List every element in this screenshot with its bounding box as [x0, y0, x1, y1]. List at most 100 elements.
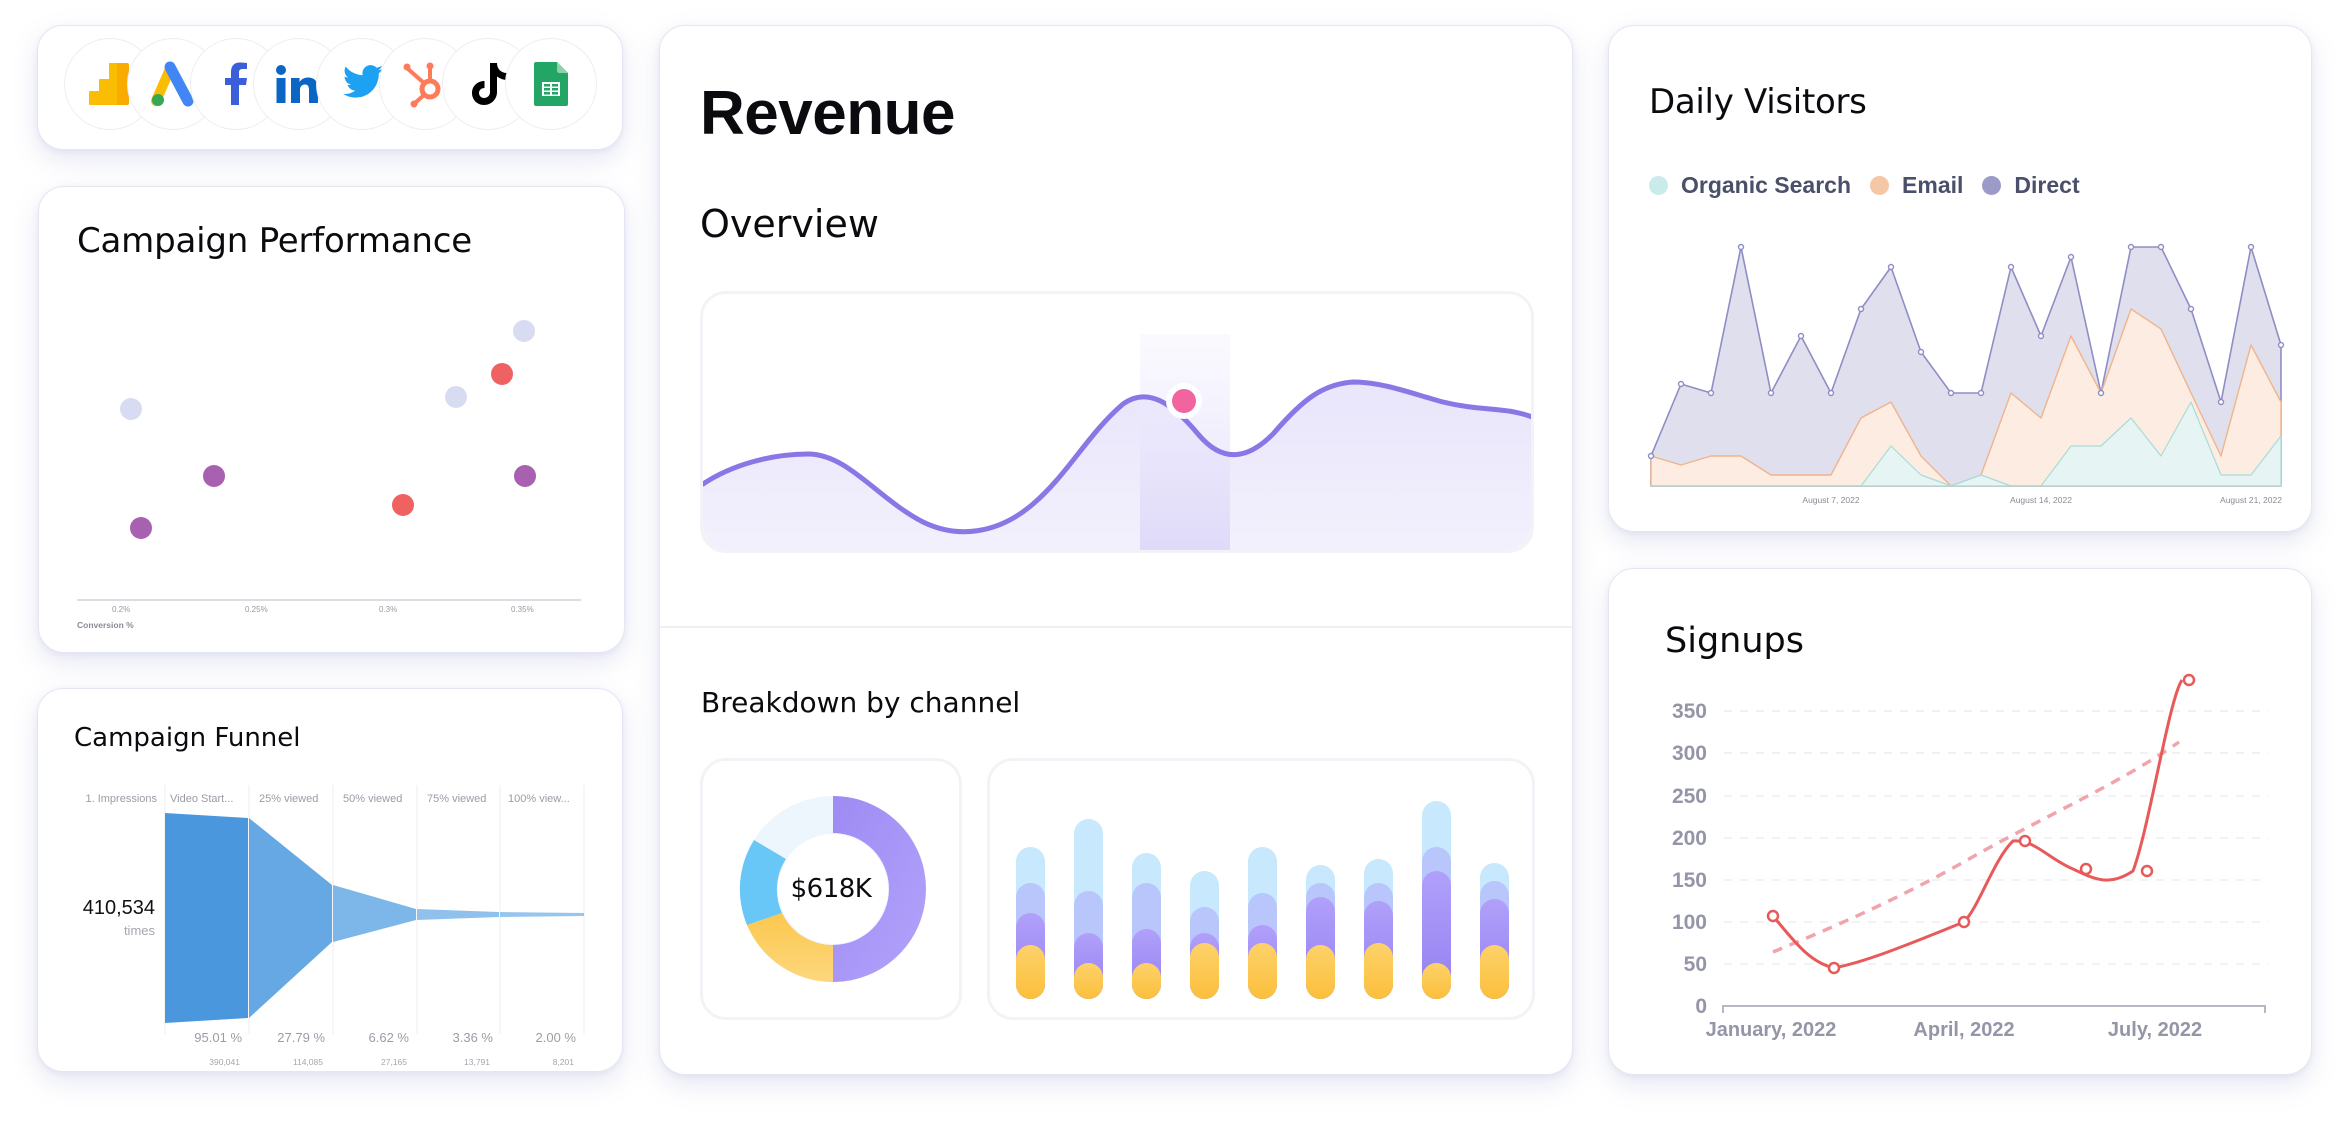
- scatter-point[interactable]: [203, 465, 225, 487]
- signups-point[interactable]: [1827, 961, 1841, 975]
- google-sheets-icon: [534, 62, 568, 106]
- signups-point[interactable]: [2018, 834, 2032, 848]
- campaign-funnel-card: Campaign Funnel 1. Impressions Video Sta…: [37, 688, 623, 1072]
- funnel-percent: 3.36 %: [453, 1030, 494, 1045]
- funnel-segment[interactable]: [249, 818, 332, 1018]
- stacked-bar[interactable]: [1364, 859, 1393, 999]
- integrations-card: [37, 25, 623, 150]
- revenue-overview-chart: [700, 291, 1534, 553]
- signups-point[interactable]: [2140, 864, 2154, 878]
- x-axis-label: Conversion %: [77, 620, 134, 630]
- funnel-count: 390,041: [209, 1057, 240, 1067]
- stacked-bar[interactable]: [1132, 853, 1161, 999]
- funnel-count: 27,165: [381, 1057, 407, 1067]
- scatter-point[interactable]: [514, 465, 536, 487]
- revenue-area: [703, 382, 1531, 550]
- x-tick: April, 2022: [1913, 1019, 2014, 1041]
- funnel-total-value: 410,534: [83, 897, 155, 919]
- campaign-funnel-title: Campaign Funnel: [74, 723, 301, 753]
- signups-point[interactable]: [1957, 915, 1971, 929]
- stacked-bar[interactable]: [1306, 865, 1335, 999]
- revenue-line: [703, 379, 1531, 535]
- campaign-performance-title: Campaign Performance: [77, 221, 472, 261]
- daily-visitors-card: Daily Visitors Organic Search Email Dire…: [1608, 25, 2312, 532]
- revenue-selected-point[interactable]: [1172, 389, 1196, 413]
- signups-point[interactable]: [2079, 862, 2093, 876]
- legend-item-direct[interactable]: Direct: [1982, 172, 2080, 199]
- daily-visitors-title: Daily Visitors: [1649, 82, 1867, 122]
- google-analytics-icon: [89, 63, 129, 105]
- stacked-bar[interactable]: [1016, 847, 1045, 999]
- revenue-highlight-band: [1140, 334, 1230, 550]
- funnel-percent: 6.62 %: [369, 1030, 410, 1045]
- organic-search-dot-icon: [1649, 176, 1668, 195]
- daily-visitors-legend: Organic Search Email Direct: [1649, 172, 2099, 199]
- hubspot-icon: [403, 62, 441, 108]
- google-ads-icon: [151, 61, 194, 107]
- revenue-title: Revenue: [700, 79, 955, 148]
- funnel-stage-label: 1. Impressions: [85, 793, 157, 805]
- funnel-count: 8,201: [553, 1057, 575, 1067]
- x-tick: August 21, 2022: [2220, 495, 2282, 505]
- integrations-logo-row: [64, 38, 597, 138]
- funnel-segment[interactable]: [333, 885, 416, 942]
- twitter-icon: [343, 65, 383, 98]
- signups-point[interactable]: [1766, 909, 1780, 923]
- funnel-segment[interactable]: [500, 912, 584, 917]
- x-tick: January, 2022: [1706, 1019, 1837, 1041]
- revenue-section-divider: [660, 626, 1572, 628]
- legend-label: Organic Search: [1681, 172, 1852, 198]
- x-tick: 0.2%: [112, 605, 130, 614]
- stacked-bar[interactable]: [1074, 819, 1103, 999]
- revenue-card: Revenue Overview Breakdown by channel: [659, 25, 1573, 1075]
- campaign-performance-card: Campaign Performance 0.2% 0.25% 0.3% 0.3…: [38, 186, 625, 653]
- facebook-icon: [225, 62, 247, 105]
- signups-point[interactable]: [2182, 673, 2196, 687]
- signups-card: Signups 350 300 250 200 150 100 50 0 Jan…: [1608, 568, 2312, 1075]
- stacked-bar[interactable]: [1190, 871, 1219, 999]
- y-tick: 50: [1684, 953, 1707, 976]
- y-tick: 150: [1672, 869, 1707, 892]
- legend-label: Direct: [2014, 172, 2080, 198]
- y-tick: 200: [1672, 827, 1707, 850]
- scatter-point[interactable]: [120, 398, 142, 420]
- funnel-count: 13,791: [464, 1057, 490, 1067]
- revenue-line-chart: [703, 334, 1531, 550]
- breakdown-title: Breakdown by channel: [701, 686, 1021, 719]
- stacked-bar[interactable]: [1422, 801, 1451, 999]
- google-sheets-logo[interactable]: [505, 38, 597, 130]
- donut-segment-yellow[interactable]: [747, 913, 833, 983]
- signups-line: [1771, 679, 2184, 970]
- funnel-stage-label: Video Start...: [170, 793, 233, 805]
- donut-segment-purple[interactable]: [833, 796, 926, 982]
- y-tick: 250: [1672, 785, 1707, 808]
- x-tick: 0.25%: [245, 605, 268, 614]
- stacked-bar[interactable]: [1480, 863, 1509, 999]
- funnel-count: 114,085: [293, 1057, 323, 1067]
- funnel-stage-label: 25% viewed: [259, 793, 318, 805]
- funnel-stage-label: 100% view...: [508, 793, 570, 805]
- funnel-segment[interactable]: [417, 909, 499, 920]
- funnel-percent: 2.00 %: [536, 1030, 577, 1045]
- organic-search-area: [1650, 401, 2282, 487]
- funnel-percent: 95.01 %: [194, 1030, 242, 1045]
- y-tick: 300: [1672, 742, 1707, 765]
- scatter-point[interactable]: [445, 386, 467, 408]
- campaign-funnel-chart: 1. Impressions Video Start... 25% viewed…: [83, 785, 585, 1067]
- linkedin-icon: [276, 65, 318, 103]
- scatter-point[interactable]: [513, 320, 535, 342]
- x-tick: July, 2022: [2108, 1019, 2202, 1041]
- funnel-segment[interactable]: [165, 813, 248, 1023]
- scatter-point[interactable]: [130, 517, 152, 539]
- funnel-total-unit: times: [124, 923, 156, 938]
- channel-bars-panel: [987, 758, 1535, 1020]
- scatter-point[interactable]: [491, 363, 513, 385]
- funnel-stage-label: 75% viewed: [427, 793, 486, 805]
- donut-segment-blue[interactable]: [739, 840, 786, 925]
- scatter-point[interactable]: [392, 494, 414, 516]
- legend-item-email[interactable]: Email: [1870, 172, 1963, 199]
- signups-trend-line: [1772, 740, 2181, 954]
- channel-donut-chart: [739, 796, 926, 983]
- legend-item-organic-search[interactable]: Organic Search: [1649, 172, 1851, 199]
- stacked-bar[interactable]: [1248, 847, 1277, 999]
